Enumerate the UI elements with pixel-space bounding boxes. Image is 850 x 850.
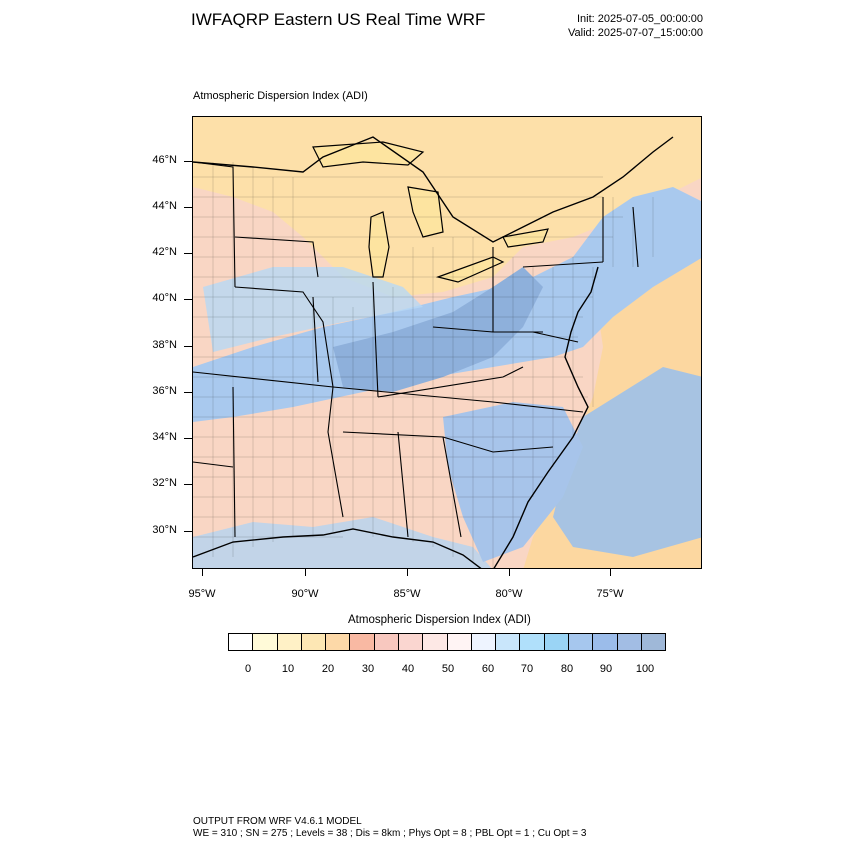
colorbar-label: 70	[520, 663, 534, 675]
colorbar-label: 100	[635, 663, 655, 675]
lat-label-32n: 32°N	[152, 477, 177, 489]
lat-tick	[184, 161, 192, 162]
lat-tick	[184, 253, 192, 254]
lon-tick	[610, 569, 611, 576]
colorbar-box	[229, 634, 254, 650]
init-time: Init: 2025-07-05_00:00:00	[577, 13, 703, 25]
map-panel	[192, 116, 702, 569]
colorbar-box	[277, 634, 302, 650]
colorbar-box	[253, 634, 278, 650]
lon-label-85w: 85°W	[393, 588, 421, 600]
colorbar-label: 10	[281, 663, 295, 675]
colorbar-label: 90	[599, 663, 613, 675]
colorbar-box	[568, 634, 594, 650]
colorbar-box	[544, 634, 569, 650]
lat-label-36n: 36°N	[152, 385, 177, 397]
canada-border	[193, 136, 674, 243]
colorbar-box	[471, 634, 497, 650]
lon-tick	[305, 569, 306, 576]
colorbar-box	[398, 634, 424, 650]
lon-tick	[407, 569, 408, 576]
lake-ontario	[502, 228, 549, 248]
model-footer-line2: WE = 310 ; SN = 275 ; Levels = 38 ; Dis …	[193, 828, 587, 839]
lat-tick	[184, 484, 192, 485]
colorbar-box	[593, 634, 618, 650]
lat-label-38n: 38°N	[152, 339, 177, 351]
lon-label-95w: 95°W	[188, 588, 216, 600]
plot-title: Atmospheric Dispersion Index (ADI)	[193, 90, 368, 102]
lon-label-90w: 90°W	[291, 588, 319, 600]
colorbar-label: 30	[361, 663, 375, 675]
colorbar-box	[326, 634, 351, 650]
colorbar	[228, 633, 666, 651]
gulf-region	[193, 517, 492, 568]
lon-label-80w: 80°W	[495, 588, 523, 600]
colorbar-box	[423, 634, 448, 650]
atlantic-high-adi	[553, 367, 701, 557]
lat-label-34n: 34°N	[152, 431, 177, 443]
lake-erie	[435, 256, 505, 283]
appalachia-band	[333, 267, 543, 392]
figure-title: IWFAQRP Eastern US Real Time WRF	[191, 10, 486, 29]
colorbar-label: 80	[560, 663, 574, 675]
valid-time: Valid: 2025-07-07_15:00:00	[568, 27, 703, 39]
colorbar-box	[301, 634, 327, 650]
lat-label-30n: 30°N	[152, 524, 177, 536]
lat-tick	[184, 346, 192, 347]
colorbar-box	[617, 634, 642, 650]
lake-superior	[312, 141, 425, 168]
colorbar-label: 0	[244, 663, 252, 675]
colorbar-box	[520, 634, 545, 650]
lat-label-40n: 40°N	[152, 292, 177, 304]
colorbar-label: 20	[321, 663, 335, 675]
lake-huron	[407, 186, 444, 238]
colorbar-label: 60	[481, 663, 495, 675]
colorbar-box	[641, 634, 666, 650]
lat-label-42n: 42°N	[152, 246, 177, 258]
lon-tick	[202, 569, 203, 576]
lat-label-46n: 46°N	[152, 154, 177, 166]
lat-label-44n: 44°N	[152, 200, 177, 212]
colorbar-box	[447, 634, 472, 650]
lon-label-75w: 75°W	[596, 588, 624, 600]
dispersion-map	[193, 117, 701, 568]
lat-tick	[184, 438, 192, 439]
colorbar-box	[350, 634, 375, 650]
lon-tick	[509, 569, 510, 576]
model-footer-line1: OUTPUT FROM WRF V4.6.1 MODEL	[193, 816, 362, 827]
colorbar-title: Atmospheric Dispersion Index (ADI)	[348, 614, 531, 626]
lat-tick	[184, 299, 192, 300]
lat-tick	[184, 531, 192, 532]
colorbar-label: 40	[401, 663, 415, 675]
high-adi-band	[193, 187, 701, 422]
lat-tick	[184, 207, 192, 208]
colorbar-label: 50	[441, 663, 455, 675]
colorbar-box	[496, 634, 521, 650]
lat-tick	[184, 392, 192, 393]
colorbar-box	[374, 634, 399, 650]
county-grid	[193, 162, 654, 568]
